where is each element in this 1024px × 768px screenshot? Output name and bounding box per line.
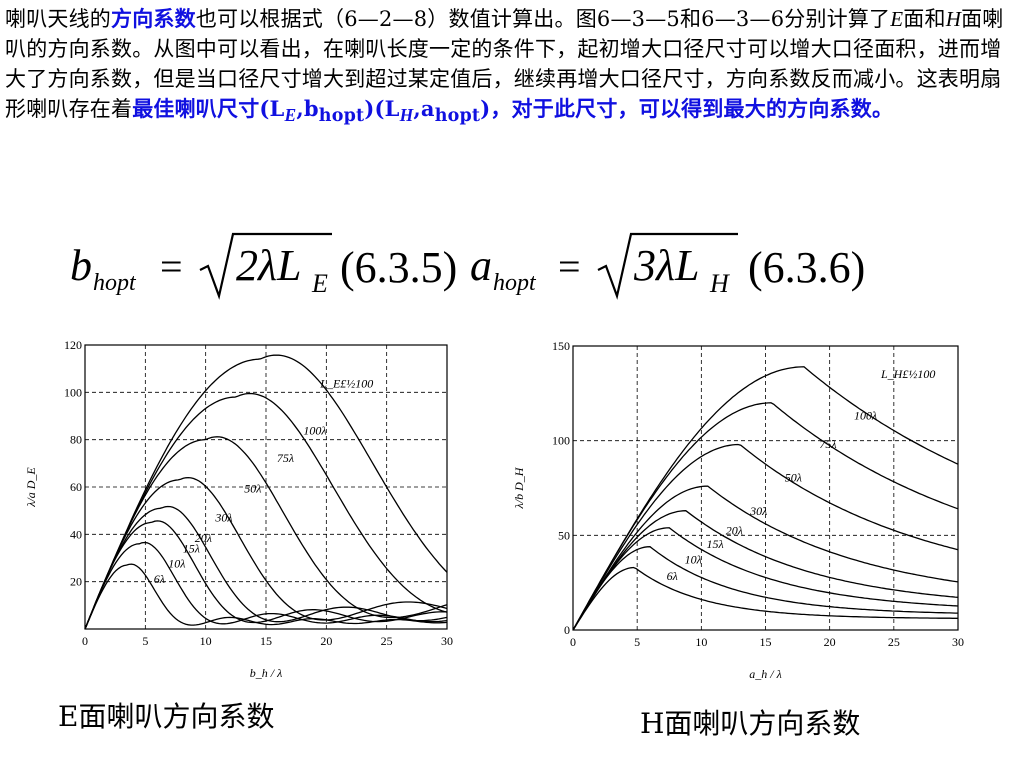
legend-title: L_H£½100 (880, 367, 935, 381)
series-label: 30λ (749, 504, 767, 518)
body-paragraph: 喇叭天线的方向系数也可以根据式（6—2—8）数值计算出。图6—3—5和6—3—6… (5, 4, 1017, 131)
x-axis-label: a_h / λ (749, 667, 782, 681)
keyword-optimal-size: 最佳喇叭尺寸(LE,bhopt)(LH,ahopt)，对于此尺寸，可以得到最大的… (132, 96, 894, 127)
x-tick-label: 5 (634, 635, 640, 649)
x-tick-label: 20 (320, 634, 332, 648)
series-label: 15λ (706, 537, 723, 551)
sqrt-sign (199, 232, 332, 300)
x-axis-label: b_h / λ (250, 666, 283, 680)
x-tick-label: 10 (695, 635, 707, 649)
y-tick-label: 100 (552, 434, 570, 448)
series-label: 20λ (195, 531, 212, 545)
text-run: 喇叭天线的 (5, 7, 111, 31)
y-tick-label: 100 (64, 385, 82, 399)
formula-equations: b hopt = 2λL E (6.3.5) a hopt = 3λL H (6… (70, 232, 865, 300)
text-run: 面喇叭的方向系数。从图中可以看出，在喇叭长度一定的条件下，起初增大口径尺寸可以增… (5, 7, 1004, 121)
series-label: 75λ (277, 451, 294, 465)
formula-a: a (470, 241, 492, 290)
x-tick-label: 0 (570, 635, 576, 649)
x-tick-label: 0 (82, 634, 88, 648)
formula-ref2: (6.3.6) (748, 243, 865, 292)
y-tick-label: 120 (64, 338, 82, 352)
chart-e-plane: 0 5 10 15 20 25 30 20 40 60 80 100 120 b_h / λ λ/a D_E… (24, 338, 453, 680)
formula-a-sub: hopt (493, 270, 537, 296)
symbol-e: E (890, 7, 904, 31)
series-line (572, 366, 959, 631)
x-tick-label: 15 (760, 635, 772, 649)
x-tick-label: 15 (260, 634, 272, 648)
y-axis-label: λ/b D_H (512, 466, 526, 509)
formula-coef2: 3λL (633, 241, 700, 290)
series-label: 6λ (154, 572, 165, 586)
y-tick-label: 0 (564, 623, 570, 637)
series-line (572, 485, 959, 631)
plot-frame (572, 345, 959, 631)
series-line (572, 510, 959, 631)
formula-ref1: (6.3.5) (340, 243, 457, 292)
series-label: 15λ (183, 541, 200, 555)
keyword-directivity: 方向系数 (111, 6, 196, 31)
series-line (84, 505, 448, 630)
x-tick-label: 25 (888, 635, 900, 649)
text-run: 也可以根据式（6—2—8）数值计算出。图6—3—5和6—3—6分别计算了 (195, 7, 891, 31)
series-line (84, 476, 448, 630)
caption-h-plane: H面喇叭方向系数 (640, 707, 861, 740)
series-line (84, 520, 448, 630)
y-tick-label: 80 (70, 433, 82, 447)
y-tick-label: 40 (70, 527, 82, 541)
series-label: 75λ (819, 437, 836, 451)
x-tick-label: 25 (381, 634, 393, 648)
chart-h-plane: 0 5 10 15 20 25 30 0 50 100 150 a_h / λ λ/b D_H 6λ 10λ… (512, 339, 964, 681)
sqrt-sign (597, 232, 738, 300)
series-line (572, 443, 959, 631)
x-tick-label: 5 (142, 634, 148, 648)
series-label: 100λ (854, 408, 877, 422)
text-run: 面和 (903, 7, 946, 31)
x-tick-label: 30 (441, 634, 453, 648)
series-label: 6λ (667, 569, 678, 583)
formula-eq1: = (160, 244, 183, 289)
y-axis-label: λ/a D_E (24, 467, 38, 508)
formula-coef1-sub: E (311, 269, 328, 298)
y-tick-label: 60 (70, 480, 82, 494)
x-tick-label: 10 (200, 634, 212, 648)
series-label: 10λ (685, 552, 702, 566)
series-label: 10λ (168, 557, 185, 571)
formula-b-sub: hopt (93, 270, 137, 296)
series-line (84, 541, 448, 630)
series-label: 100λ (303, 424, 326, 438)
plot-frame (84, 344, 448, 630)
y-tick-label: 50 (558, 528, 570, 542)
symbol-h: H (945, 7, 962, 31)
series-line (84, 354, 448, 630)
series-line (84, 436, 448, 630)
series-line (572, 566, 958, 631)
series-label: 50λ (244, 482, 261, 496)
legend-title: L_E£½100 (319, 377, 373, 391)
series-label: 50λ (785, 471, 802, 485)
x-tick-label: 20 (824, 635, 836, 649)
formula-b: b (70, 241, 92, 290)
series-line (572, 546, 958, 631)
formula-coef2-sub: H (709, 269, 730, 298)
caption-e-plane: E面喇叭方向系数 (58, 700, 275, 733)
series-label: 30λ (214, 511, 232, 525)
formula-coef1: 2λL (236, 241, 302, 290)
series-line (84, 392, 448, 630)
y-tick-label: 20 (70, 575, 82, 589)
formula-eq2: = (558, 244, 581, 289)
y-tick-label: 150 (552, 339, 570, 353)
series-line (572, 527, 959, 631)
x-tick-label: 30 (952, 635, 964, 649)
series-label: 20λ (726, 524, 743, 538)
series-line (84, 563, 448, 630)
